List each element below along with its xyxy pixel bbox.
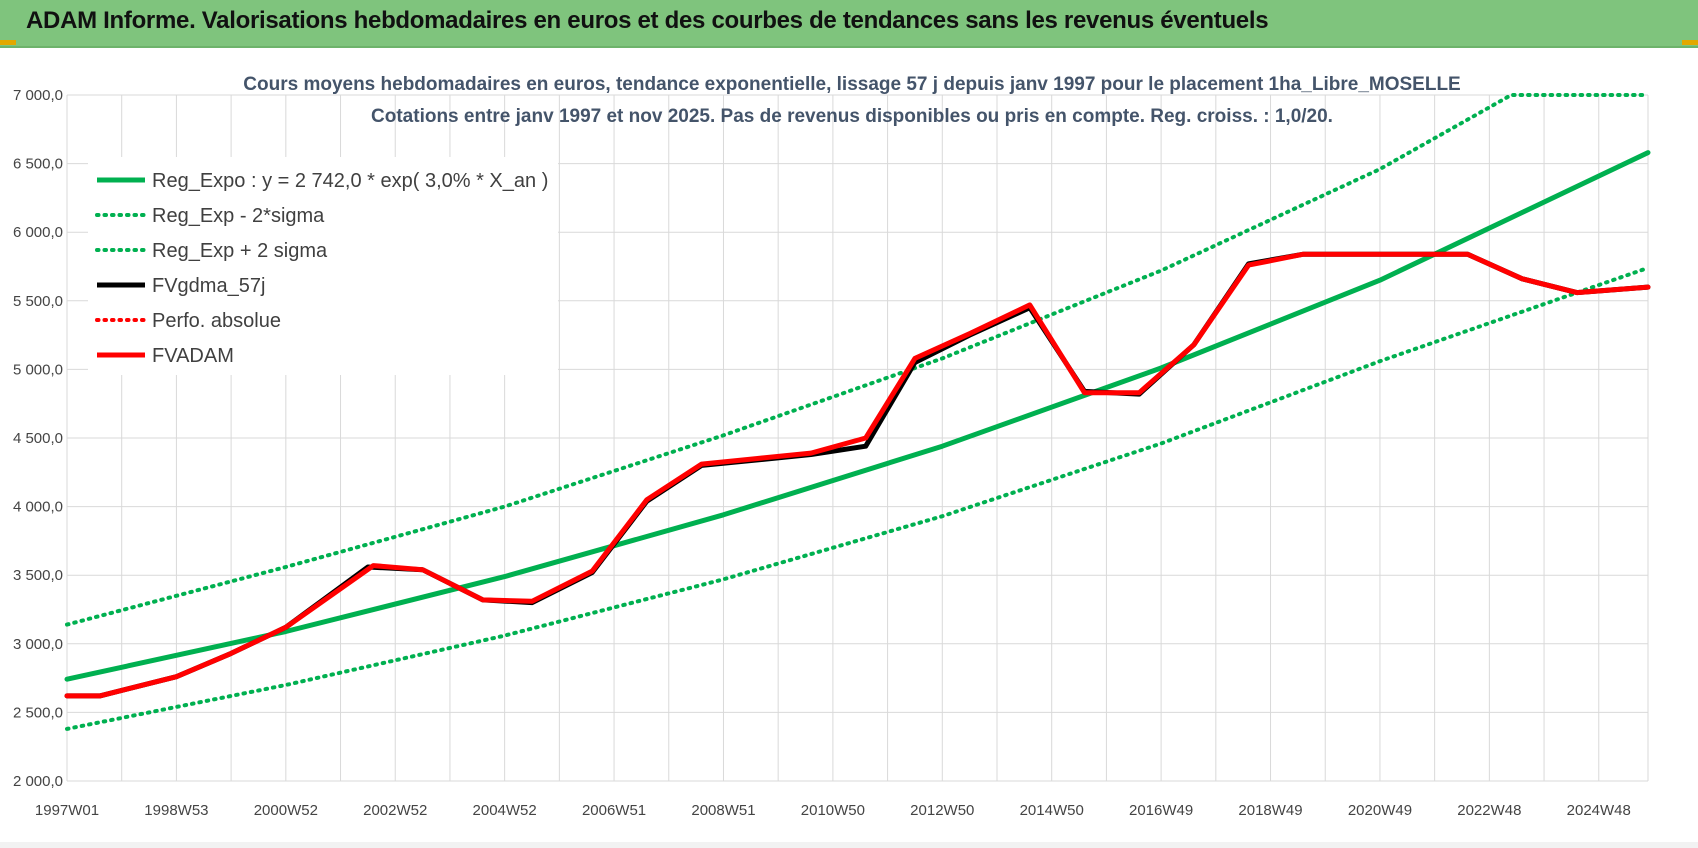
- axes: 2 000,0 2 500,0 3 000,0 3 500,0 4 000,0 4 500…: [13, 87, 1631, 819]
- y-tick-label: 5 500,0: [13, 293, 63, 310]
- corner-marker-right: [1682, 40, 1698, 45]
- x-tick-label: 2022W48: [1457, 802, 1521, 819]
- chart-title: Cours moyens hebdomadaires en euros, ten…: [243, 74, 1460, 127]
- chart-title-line2: Cotations entre janv 1997 et nov 2025. P…: [371, 106, 1333, 127]
- x-tick-label: 2012W50: [910, 802, 974, 819]
- y-tick-label: 7 000,0: [13, 87, 63, 104]
- legend-label: Reg_Exp + 2 sigma: [152, 240, 328, 262]
- legend: Reg_Expo : y = 2 742,0 * exp( 3,0% * X_a…: [88, 157, 558, 375]
- y-tick-label: 2 500,0: [13, 704, 63, 721]
- legend-background: [88, 157, 558, 375]
- x-tick-label: 1998W53: [144, 802, 208, 819]
- corner-marker-left: [0, 40, 16, 45]
- series-line-fvadam: [64, 251, 1651, 699]
- y-tick-label: 3 000,0: [13, 636, 63, 653]
- header-title: ADAM Informe. Valorisations hebdomadaire…: [26, 7, 1269, 34]
- series-line-reg-exp-2-sigma: [65, 265, 1650, 731]
- header-bar: ADAM Informe. Valorisations hebdomadaire…: [0, 0, 1698, 48]
- x-tick-label: 2008W51: [691, 802, 755, 819]
- x-tick-label: 2006W51: [582, 802, 646, 819]
- x-tick-label: 2016W49: [1129, 802, 1193, 819]
- x-tick-label: 1997W01: [35, 802, 99, 819]
- x-tick-label: 2018W49: [1238, 802, 1302, 819]
- y-tick-label: 2 000,0: [13, 773, 63, 790]
- x-tick-label: 2004W52: [473, 802, 537, 819]
- y-tick-label: 4 000,0: [13, 499, 63, 516]
- x-tick-label: 2024W48: [1567, 802, 1631, 819]
- legend-label: FVADAM: [152, 345, 234, 367]
- y-tick-label: 4 500,0: [13, 430, 63, 447]
- y-tick-label: 6 500,0: [13, 156, 63, 173]
- x-tick-label: 2000W52: [254, 802, 318, 819]
- y-tick-label: 5 000,0: [13, 361, 63, 378]
- legend-label: Perfo. absolue: [152, 310, 281, 332]
- x-tick-label: 2002W52: [363, 802, 427, 819]
- y-tick-label: 6 000,0: [13, 224, 63, 241]
- legend-label: Reg_Exp - 2*sigma: [152, 205, 325, 227]
- y-tick-label: 3 500,0: [13, 567, 63, 584]
- legend-label: Reg_Expo : y = 2 742,0 * exp( 3,0% * X_a…: [152, 170, 548, 192]
- series: [64, 93, 1651, 731]
- x-tick-label: 2020W49: [1348, 802, 1412, 819]
- chart-title-line1: Cours moyens hebdomadaires en euros, ten…: [243, 74, 1460, 95]
- series-line-reg-expo-y-2-742-0-exp-3-0-x-a: [64, 150, 1651, 682]
- x-tick-label: 2014W50: [1020, 802, 1084, 819]
- x-tick-label: 2010W50: [801, 802, 865, 819]
- series-line-reg-exp-2-sigma: [65, 93, 1650, 627]
- legend-label: FVgdma_57j: [152, 275, 265, 297]
- bottom-strip: [0, 842, 1698, 848]
